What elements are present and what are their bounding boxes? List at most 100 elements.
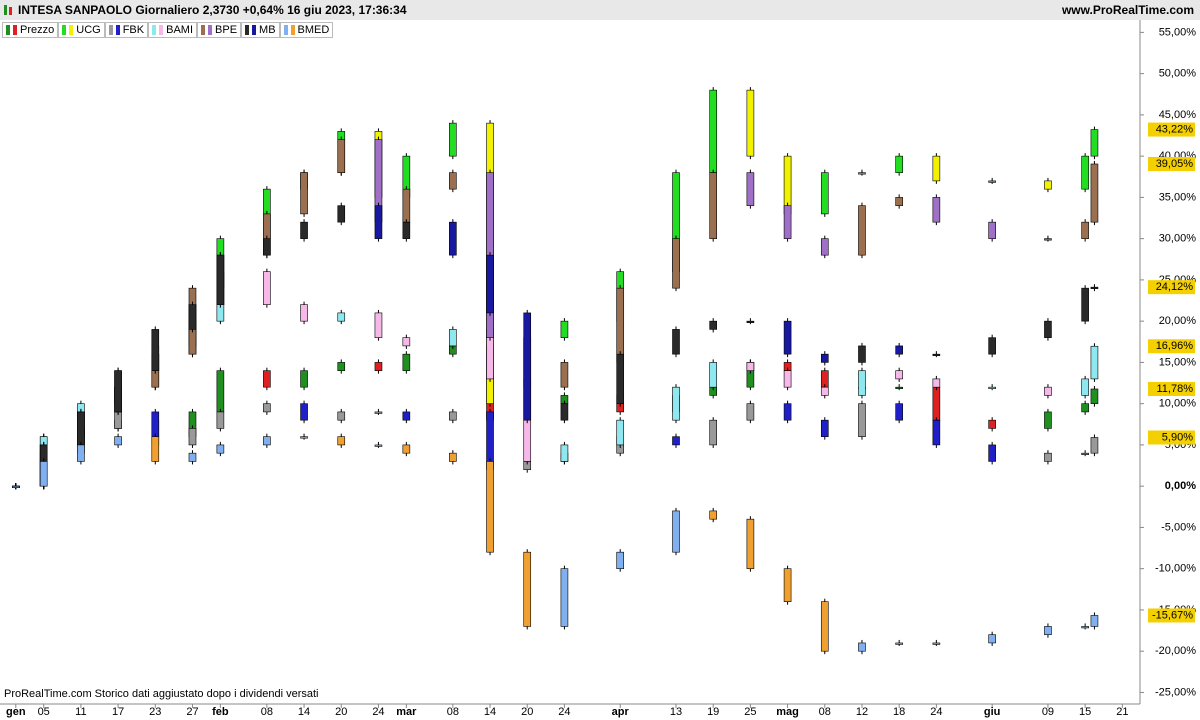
candle <box>895 155 903 173</box>
candle <box>402 411 411 421</box>
x-tick-label: 20 <box>335 706 347 718</box>
legend-item[interactable]: FBK <box>104 22 149 38</box>
candle <box>616 419 625 446</box>
legend-item[interactable]: BPE <box>197 22 242 38</box>
candle <box>39 461 48 487</box>
candle <box>820 386 829 396</box>
candle <box>560 444 569 462</box>
candle <box>746 89 755 157</box>
last-value-box <box>1148 280 1195 295</box>
candle <box>300 172 308 215</box>
x-tick-label: 23 <box>149 706 161 718</box>
legend-item[interactable]: UCG <box>58 22 105 38</box>
legend-swatch <box>69 25 74 35</box>
legend-label: BPE <box>215 24 238 36</box>
candle <box>1044 626 1052 635</box>
candle <box>402 188 411 223</box>
x-tick-label: giu <box>984 706 1001 718</box>
candle <box>1044 320 1052 338</box>
legend-swatch <box>252 25 257 35</box>
candle <box>672 238 680 289</box>
candle <box>858 642 866 652</box>
y-tick-label: 50,00% <box>1159 68 1197 80</box>
candle <box>1044 411 1052 429</box>
x-tick-label: 08 <box>819 706 831 718</box>
candle <box>560 568 569 627</box>
legend-swatch <box>108 25 113 35</box>
candle <box>263 403 271 413</box>
last-value-label: 11,78% <box>1157 383 1194 395</box>
candle <box>672 436 680 446</box>
candle <box>858 172 866 175</box>
y-tick-label: 10,00% <box>1159 398 1197 410</box>
x-tick-label: 24 <box>930 706 942 718</box>
x-tick-label: 24 <box>558 706 570 718</box>
candle <box>449 221 457 256</box>
candle <box>337 362 346 371</box>
candle <box>709 320 717 330</box>
candle <box>449 172 457 190</box>
last-value-box <box>1148 608 1195 623</box>
legend-swatch <box>62 25 67 35</box>
candle <box>337 205 346 223</box>
x-tick-label: apr <box>612 706 630 718</box>
candle <box>746 403 755 421</box>
candle <box>1044 452 1052 462</box>
candle <box>932 378 941 388</box>
legend-item[interactable]: Prezzo <box>2 22 59 38</box>
last-value-label: 39,05% <box>1156 158 1194 170</box>
candle <box>216 444 225 454</box>
candle <box>746 320 755 323</box>
candle <box>932 642 941 645</box>
x-tick-label: 14 <box>484 706 496 718</box>
candle <box>374 411 383 414</box>
candle <box>263 238 271 256</box>
candle <box>783 403 792 421</box>
candle <box>77 444 85 462</box>
candle <box>709 89 717 173</box>
y-tick-label: 0,00% <box>1165 480 1196 492</box>
x-tick-label: 18 <box>893 706 905 718</box>
candle <box>1081 626 1089 629</box>
y-tick-label: 35,00% <box>1159 191 1197 203</box>
legend-item[interactable]: MB <box>241 22 280 38</box>
candle <box>1090 437 1099 454</box>
candle <box>12 485 20 488</box>
candle <box>1090 286 1099 289</box>
candle <box>988 386 996 389</box>
candle <box>300 304 308 322</box>
candle <box>820 172 829 215</box>
x-tick-label: gen <box>6 706 26 718</box>
candle <box>932 386 941 421</box>
legend-item[interactable]: BMED <box>279 22 334 38</box>
x-tick-label: mag <box>776 706 799 718</box>
candle <box>560 362 569 388</box>
candle <box>77 411 85 446</box>
candle <box>709 172 717 239</box>
candle <box>374 444 383 447</box>
x-tick-label: 13 <box>670 706 682 718</box>
last-value-box <box>1148 156 1195 171</box>
candle <box>858 345 866 363</box>
series <box>12 342 1099 490</box>
candle <box>1044 238 1052 241</box>
legend-label: BMED <box>297 24 330 36</box>
x-tick-label: 08 <box>447 706 459 718</box>
candle <box>895 642 903 645</box>
series <box>12 268 1099 490</box>
last-value-box <box>1148 381 1195 396</box>
candle <box>672 510 680 553</box>
series <box>12 202 1099 490</box>
candle <box>895 197 903 206</box>
candle <box>1044 386 1052 396</box>
x-tick-label: 21 <box>1116 706 1128 718</box>
header-bar <box>0 0 1200 20</box>
last-value-label: 43,22% <box>1156 123 1194 135</box>
candle <box>263 436 271 446</box>
candle <box>402 221 411 239</box>
candle <box>1090 345 1099 380</box>
candle <box>216 370 225 413</box>
candle <box>374 205 383 239</box>
legend-label: Prezzo <box>20 24 55 36</box>
legend-item[interactable]: BAMI <box>148 22 198 38</box>
